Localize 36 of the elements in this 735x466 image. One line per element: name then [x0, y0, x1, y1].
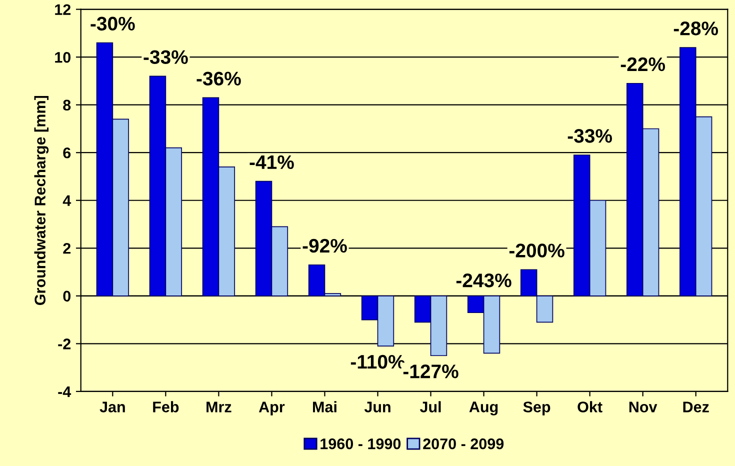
annotation: -30%: [90, 16, 135, 31]
x-tick-label: Dez: [683, 402, 709, 412]
legend-label: 2070 - 2099: [423, 438, 504, 450]
annotation: -22%: [620, 57, 666, 72]
y-tick-label: 12: [55, 4, 71, 15]
y-tick-label: -4: [58, 386, 72, 397]
x-tick-label: Nov: [629, 402, 658, 412]
x-tick-label: Jun: [364, 402, 390, 412]
x-tick-label: Okt: [578, 401, 602, 412]
annotation: -36%: [196, 72, 241, 86]
annotation: -243%: [456, 274, 512, 288]
y-tick-label: 0: [63, 290, 70, 302]
annotation: -33%: [144, 50, 188, 64]
x-tick-label: Mai: [313, 401, 336, 412]
annotation: -92%: [302, 238, 347, 253]
x-tick-label: Jul: [420, 401, 441, 412]
y-axis-title: Groundwater Recharge [mm]: [34, 96, 49, 306]
y-tick-label: 8: [63, 100, 71, 111]
annotation: -28%: [674, 22, 718, 36]
x-tick-label: Jan: [100, 402, 125, 412]
y-tick-label: 4: [62, 195, 72, 206]
y-tick-label: 6: [63, 147, 71, 158]
x-tick-label: Mrz: [206, 402, 232, 412]
x-tick-label: Sep: [523, 402, 550, 416]
annotation: -200%: [509, 244, 564, 258]
annotation: -41%: [250, 155, 294, 170]
y-tick-label: 10: [55, 52, 71, 63]
annotation: -127%: [403, 364, 458, 378]
x-tick-label: Apr: [258, 402, 285, 416]
y-tick-label: 2: [63, 243, 71, 254]
x-tick-label: Feb: [153, 401, 179, 412]
annotation: -33%: [568, 129, 612, 143]
legend-label: 1960 - 1990: [320, 438, 401, 450]
x-tick-label: Aug: [469, 402, 498, 416]
annotation: -110%: [350, 354, 405, 369]
y-tick-label: -2: [58, 338, 71, 350]
